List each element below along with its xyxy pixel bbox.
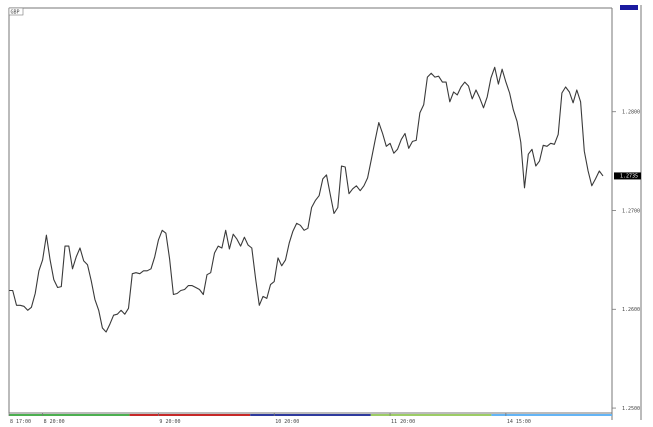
x-tick-label: 11 20:00	[391, 419, 415, 425]
session-bar-segment	[370, 414, 492, 416]
y-tick-label: 1.2500	[622, 406, 640, 412]
y-tick-label: 1.2700	[622, 208, 640, 214]
x-tick-label: 14 15:00	[507, 419, 531, 425]
price-axis[interactable]: 1.2500 1.2600 1.2700 1.2800	[612, 110, 640, 412]
y-tick-label: 1.2800	[622, 110, 640, 116]
x-tick-label: 10 20:00	[275, 419, 299, 425]
time-axis[interactable]: 8 17:00 8 20:00 9 20:00 10 20:00 11 20:00 14 …	[8, 413, 531, 425]
top-marker	[620, 5, 638, 10]
x-tick-label: 9 20:00	[159, 419, 180, 425]
chart-frame: GBP	[8, 5, 642, 420]
x-tick-label: 8 17:00	[10, 419, 31, 425]
symbol-tag: GBP	[11, 10, 20, 16]
current-price-tag: 1.2735	[614, 172, 641, 180]
price-line	[9, 66, 604, 333]
session-bar-segment	[491, 414, 612, 416]
session-bar-segment	[9, 414, 130, 416]
session-bar-segment	[250, 414, 371, 416]
y-tick-label: 1.2600	[622, 307, 640, 313]
x-tick-label: 8 20:00	[44, 419, 65, 425]
session-bar-segment	[129, 414, 251, 416]
price-series	[9, 66, 604, 333]
current-price-box	[614, 172, 641, 180]
symbol-box	[8, 7, 24, 16]
current-price-label: 1.2735	[620, 174, 638, 180]
